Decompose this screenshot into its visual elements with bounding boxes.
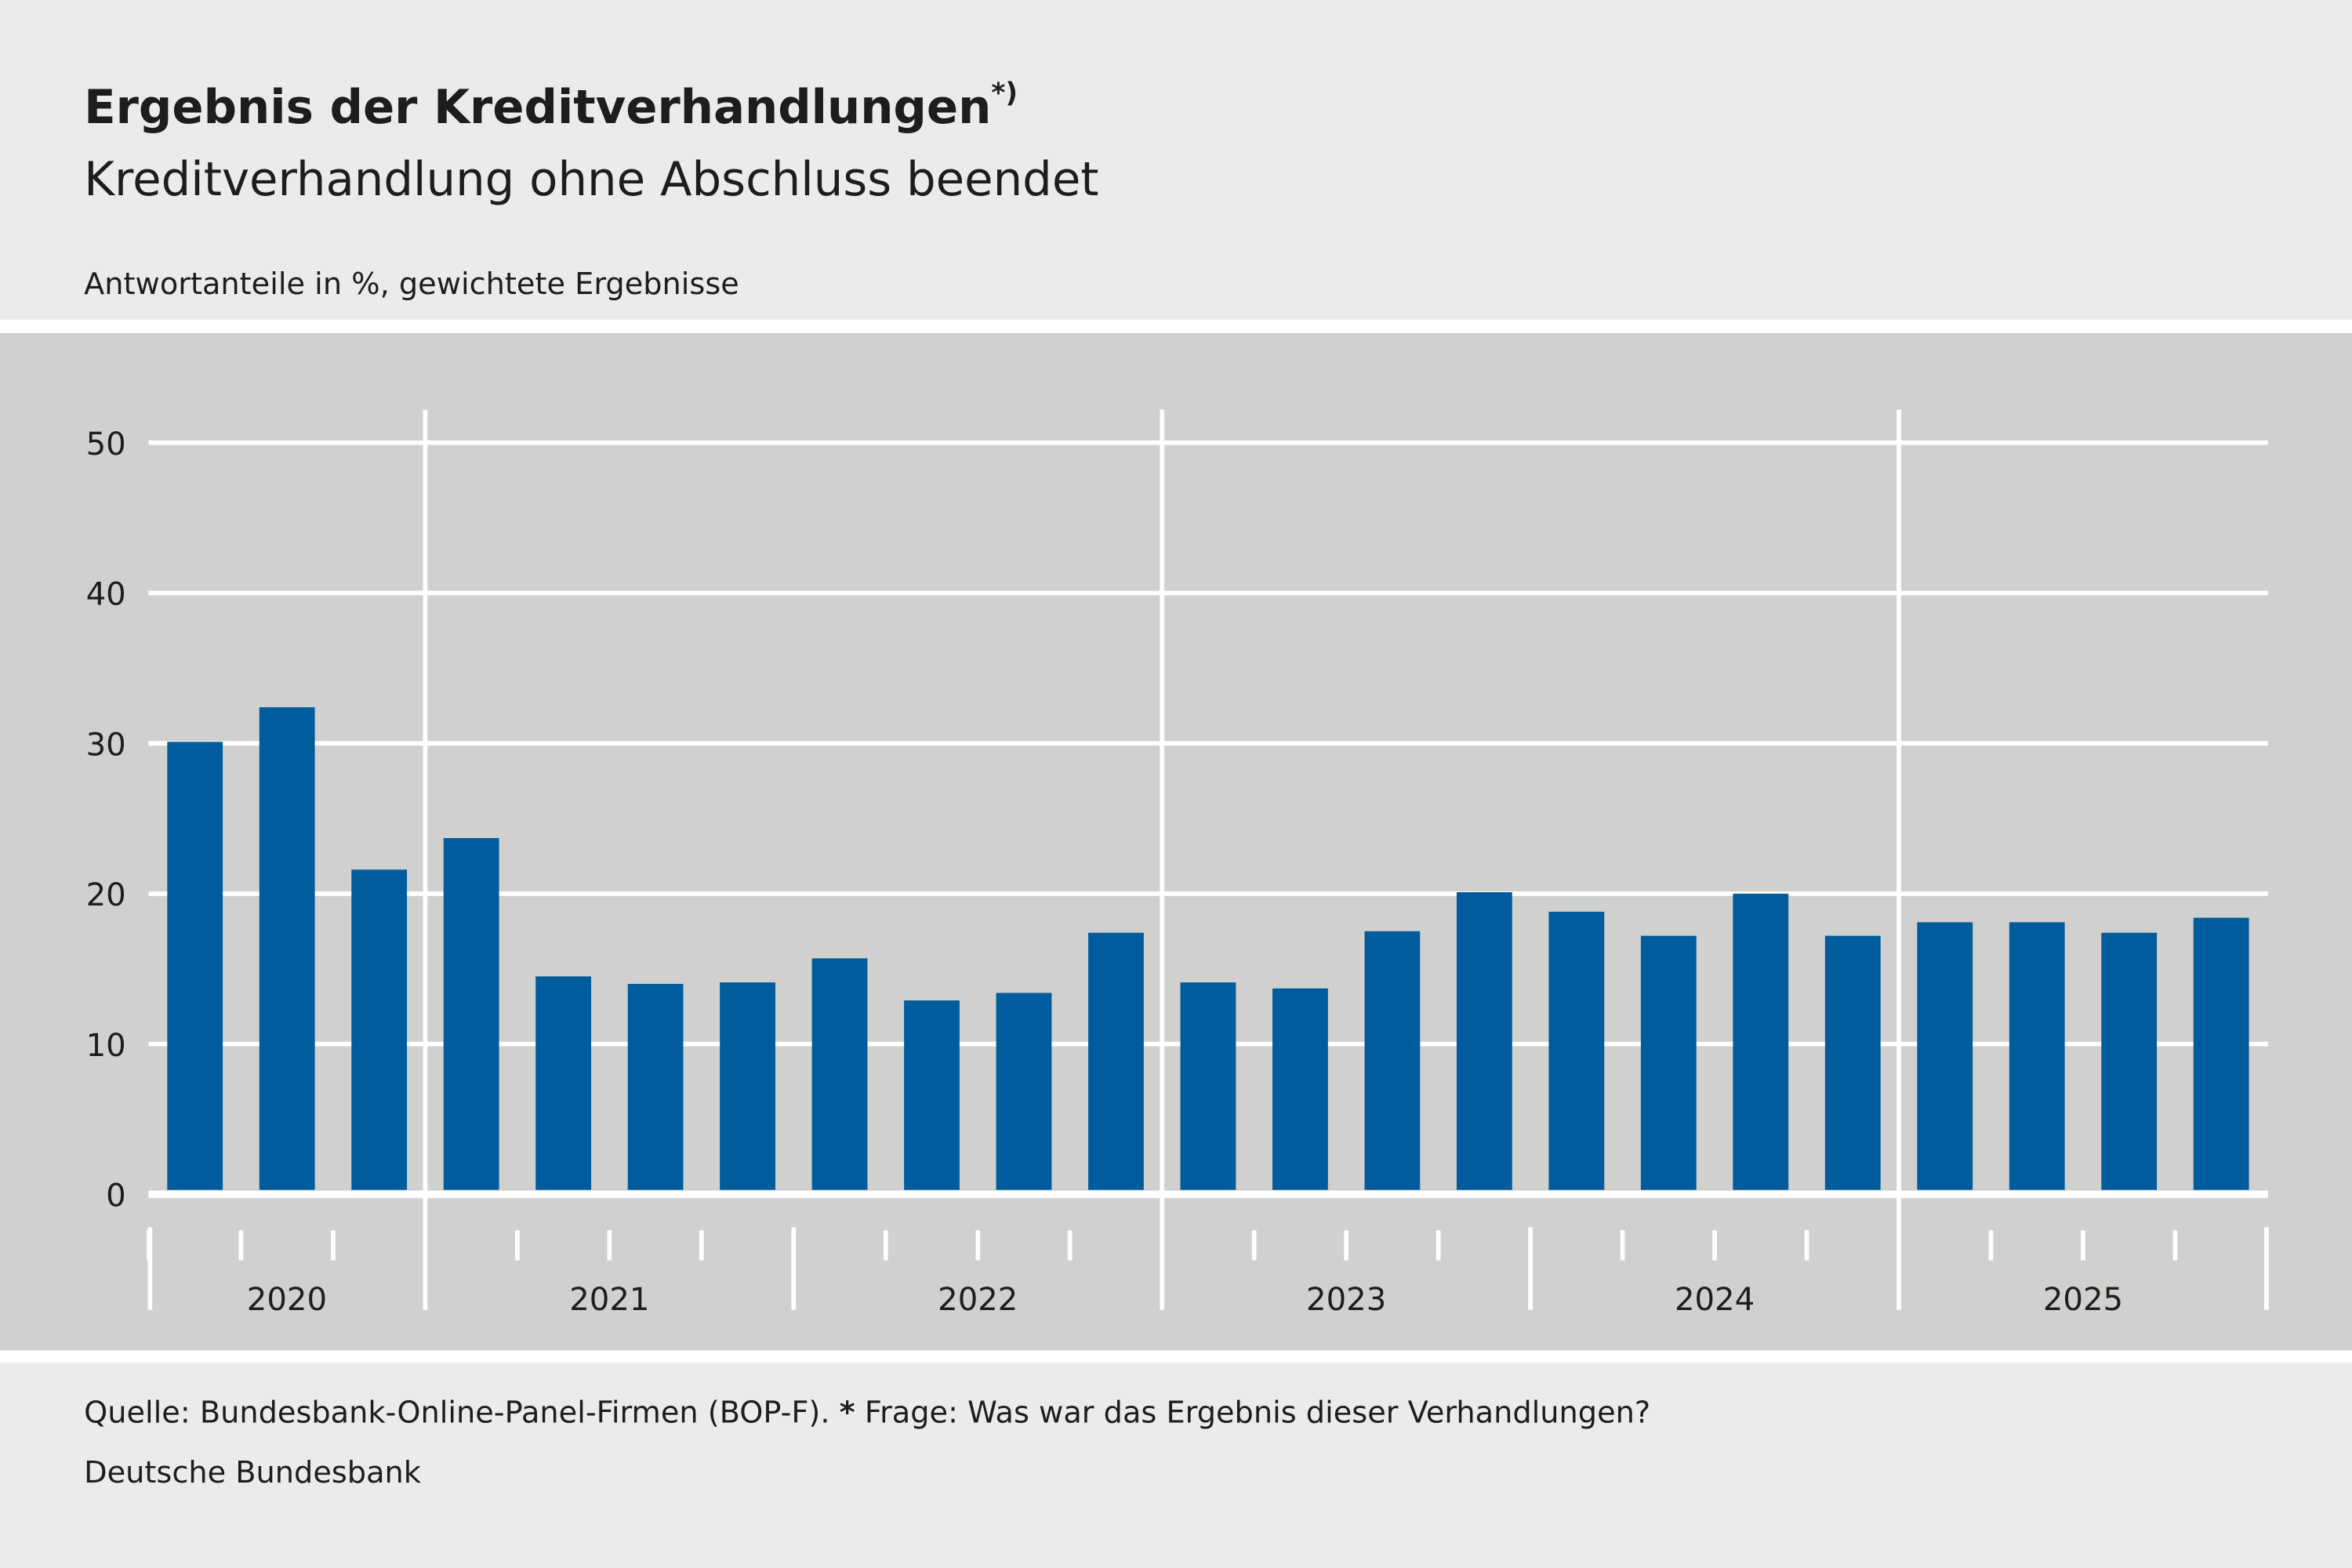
source-question: Frage: Was war das Ergebnis dieser Verha… [855, 1395, 1650, 1430]
source-note: Quelle: Bundesbank-Online-Panel-Firmen (… [84, 1395, 1650, 1430]
y-tick-label: 20 [86, 877, 126, 913]
bar [1088, 932, 1144, 1190]
source-star: * [840, 1395, 855, 1430]
bar [1824, 935, 1881, 1190]
bar [1917, 922, 1973, 1190]
y-tick-label: 40 [86, 577, 126, 613]
bar [259, 707, 315, 1190]
bar [1272, 988, 1328, 1190]
bar [1640, 935, 1697, 1190]
y-tick-label: 0 [106, 1178, 126, 1214]
title-footnote-mark: *) [991, 78, 1018, 109]
bar [811, 958, 868, 1190]
bar [904, 1000, 960, 1190]
bar [1548, 911, 1605, 1190]
bar [720, 982, 775, 1190]
bar [351, 869, 408, 1190]
x-year-label: 2025 [2043, 1282, 2123, 1318]
y-tick-label: 50 [86, 426, 126, 463]
y-tick-label: 30 [86, 727, 126, 763]
bar [1456, 891, 1512, 1190]
bar [1733, 893, 1789, 1190]
bar [1364, 931, 1421, 1190]
top-divider [0, 319, 2352, 333]
x-year-label: 2022 [938, 1282, 1018, 1318]
x-year-label: 2021 [569, 1282, 649, 1318]
bar [167, 742, 223, 1190]
source-prefix: Quelle: Bundesbank-Online-Panel-Firmen (… [84, 1395, 840, 1430]
bar [627, 983, 684, 1190]
x-year-label: 2024 [1675, 1282, 1755, 1318]
y-tick-label: 10 [86, 1028, 126, 1064]
bar [535, 976, 592, 1190]
chart-title-text: Ergebnis der Kreditverhandlungen [84, 80, 991, 134]
bar [2009, 922, 2065, 1190]
x-year-label: 2023 [1306, 1282, 1386, 1318]
x-year-label: 2020 [247, 1282, 327, 1318]
publisher: Deutsche Bundesbank [84, 1455, 422, 1490]
chart-title: Ergebnis der Kreditverhandlungen*) [84, 78, 1018, 134]
bar [996, 993, 1052, 1190]
bar [1180, 982, 1236, 1190]
unit-note: Antwortanteile in %, gewichtete Ergebnis… [84, 267, 739, 302]
chart-subtitle: Kreditverhandlung ohne Abschluss beendet [84, 152, 1098, 206]
bar [2101, 932, 2158, 1190]
bar [443, 837, 499, 1190]
bar [2193, 917, 2249, 1190]
bottom-divider [0, 1350, 2352, 1363]
